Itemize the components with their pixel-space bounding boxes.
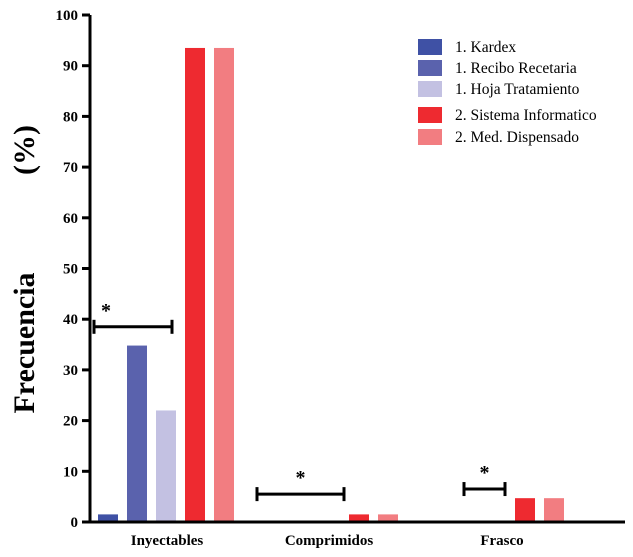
y-axis-label: Frecuencia bbox=[8, 272, 41, 413]
legend-label: 2. Med. Dispensado bbox=[455, 129, 579, 146]
x-category-label: Frasco bbox=[480, 533, 523, 549]
y-axis-unit: (%) bbox=[8, 125, 41, 175]
y-tick-label: 10 bbox=[63, 464, 78, 480]
y-tick-label: 80 bbox=[63, 109, 78, 125]
legend-swatch bbox=[418, 60, 442, 76]
legend-label: 1. Kardex bbox=[455, 39, 516, 56]
bar-inyectables-3 bbox=[156, 410, 176, 521]
y-tick-label: 50 bbox=[63, 262, 78, 278]
x-category-label: Comprimidos bbox=[285, 533, 374, 549]
y-tick-label: 90 bbox=[63, 59, 78, 75]
bars-layer bbox=[98, 47, 564, 521]
bar-inyectables-1 bbox=[98, 514, 118, 521]
significance-star: * bbox=[480, 462, 490, 484]
legend-swatch bbox=[418, 129, 442, 145]
bar-inyectables-5 bbox=[214, 47, 234, 521]
legend-swatch bbox=[418, 81, 442, 97]
legend-swatch bbox=[418, 107, 442, 123]
y-tick-label: 100 bbox=[56, 8, 79, 24]
y-tick-label: 70 bbox=[63, 160, 78, 176]
legend-swatch bbox=[418, 39, 442, 55]
y-tick-label: 60 bbox=[63, 211, 78, 227]
legend: 1. Kardex 1. Recibo Recetaria 1. Hoja Trat… bbox=[418, 39, 597, 146]
bar-inyectables-2 bbox=[127, 345, 147, 521]
axis-layer: 0 10 20 30 40 50 60 70 80 90 100 Inyectables Comprim… bbox=[56, 8, 625, 549]
bar-frasco-4 bbox=[515, 498, 535, 521]
y-tick-label: 0 bbox=[71, 515, 79, 531]
y-tick-label: 30 bbox=[63, 363, 78, 379]
annotation-layer: * * * bbox=[92, 300, 507, 502]
y-tick-label: 40 bbox=[63, 312, 78, 328]
legend-label: 2. Sistema Informatico bbox=[455, 107, 597, 124]
significance-star: * bbox=[101, 300, 111, 322]
y-tick-label: 20 bbox=[63, 414, 78, 430]
legend-label: 1. Recibo Recetaria bbox=[455, 60, 577, 77]
significance-star: * bbox=[296, 467, 306, 489]
bar-inyectables-4 bbox=[185, 47, 205, 521]
bar-comprimidos-5 bbox=[378, 514, 398, 521]
bar-comprimidos-4 bbox=[349, 514, 369, 521]
legend-label: 1. Hoja Tratamiento bbox=[455, 81, 580, 98]
bar-frasco-5 bbox=[544, 498, 564, 521]
x-category-label: Inyectables bbox=[131, 533, 204, 549]
